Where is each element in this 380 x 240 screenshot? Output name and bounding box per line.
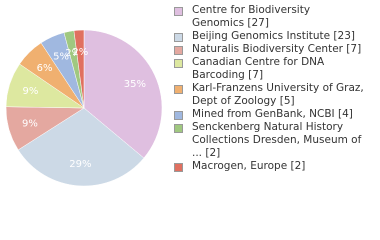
slice-label: 35% [124, 79, 146, 90]
slice-label: 6% [37, 63, 53, 74]
legend-swatch [174, 33, 183, 42]
legend-swatch [174, 46, 183, 55]
pie-slice [73, 29, 85, 109]
pie-slice [17, 107, 145, 187]
legend-swatch [174, 7, 183, 16]
legend-item: Karl-Franzens University of Graz, Dept o… [172, 82, 364, 108]
slice-label: 29% [69, 159, 91, 170]
slice-label: 5% [53, 52, 69, 63]
legend-label: Naturalis Biodiversity Center [7] [192, 43, 362, 55]
legend-item: Naturalis Biodiversity Center [7] [172, 43, 364, 56]
pie: 35% 29% 9% 9% 6%5%2%2% [5, 29, 163, 187]
legend-item: Centre for Biodiversity Genomics [27] [172, 4, 364, 30]
legend-swatch [174, 111, 183, 120]
legend: Centre for Biodiversity Genomics [27] Bei… [172, 4, 364, 173]
legend-swatch [174, 163, 183, 172]
legend-swatch [174, 59, 183, 68]
legend-label: Beijing Genomics Institute [23] [192, 30, 355, 42]
legend-swatch [174, 85, 183, 94]
slice-label: 9% [23, 86, 39, 97]
legend-label: Centre for Biodiversity Genomics [27] [192, 4, 311, 29]
legend-item: Mined from GenBank, NCBI [4] [172, 108, 364, 121]
legend-label: Macrogen, Europe [2] [192, 160, 306, 172]
legend-item: Beijing Genomics Institute [23] [172, 30, 364, 43]
slice-label: 9% [22, 118, 38, 129]
legend-label: Mined from GenBank, NCBI [4] [192, 108, 353, 120]
legend-label: Senckenberg Natural History Collections … [192, 121, 362, 159]
legend-item: Macrogen, Europe [2] [172, 160, 364, 173]
legend-label: Canadian Centre for DNA Barcoding [7] [192, 56, 325, 81]
slice-label: 2% [65, 48, 81, 59]
legend-item: Canadian Centre for DNA Barcoding [7] [172, 56, 364, 82]
legend-swatch [174, 124, 183, 133]
pie-slice [83, 29, 163, 159]
legend-label: Karl-Franzens University of Graz, Dept o… [192, 82, 364, 107]
legend-item: Senckenberg Natural History Collections … [172, 121, 364, 160]
slice-label: 2% [72, 47, 88, 58]
